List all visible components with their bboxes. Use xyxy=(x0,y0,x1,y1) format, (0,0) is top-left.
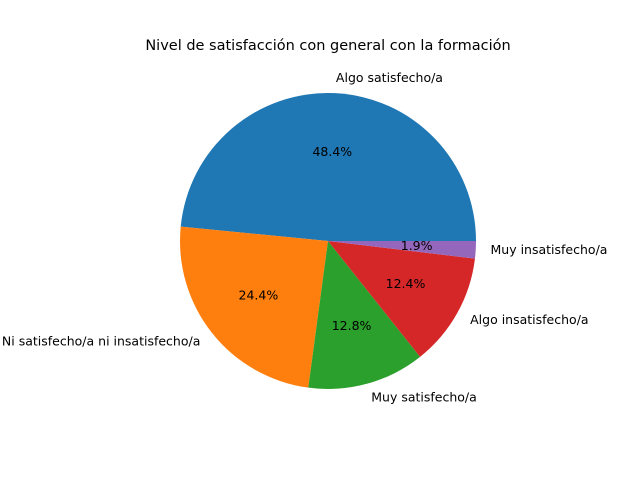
pie-slice-1 xyxy=(180,226,328,388)
percent-label-1: 24.4% xyxy=(239,288,279,303)
slice-label-2: Muy satisfecho/a xyxy=(371,389,477,404)
slice-label-4: Muy insatisfecho/a xyxy=(491,242,608,257)
percent-label-3: 12.4% xyxy=(386,276,426,291)
pie-slice-4 xyxy=(328,241,476,259)
percent-label-2: 12.8% xyxy=(332,318,372,333)
slice-labels: Algo satisfecho/a Ni satisfecho/a ni insa… xyxy=(2,70,608,405)
percent-label-0: 48.4% xyxy=(312,144,352,159)
chart-title: Nivel de satisfacción con general con la… xyxy=(145,38,510,54)
slice-label-3: Algo insatisfecho/a xyxy=(470,312,588,327)
pie-slice-2 xyxy=(308,241,421,389)
percent-label-4: 1.9% xyxy=(401,238,433,253)
slice-label-1: Ni satisfecho/a ni insatisfecho/a xyxy=(2,334,200,349)
pie-slice-0 xyxy=(180,92,477,241)
pie-slice-3 xyxy=(328,241,475,357)
percent-labels: 48.4% 24.4% 12.8% 12.4% 1.9% xyxy=(239,144,433,333)
slice-label-0: Algo satisfecho/a xyxy=(336,70,443,85)
pie-slices xyxy=(180,92,477,389)
